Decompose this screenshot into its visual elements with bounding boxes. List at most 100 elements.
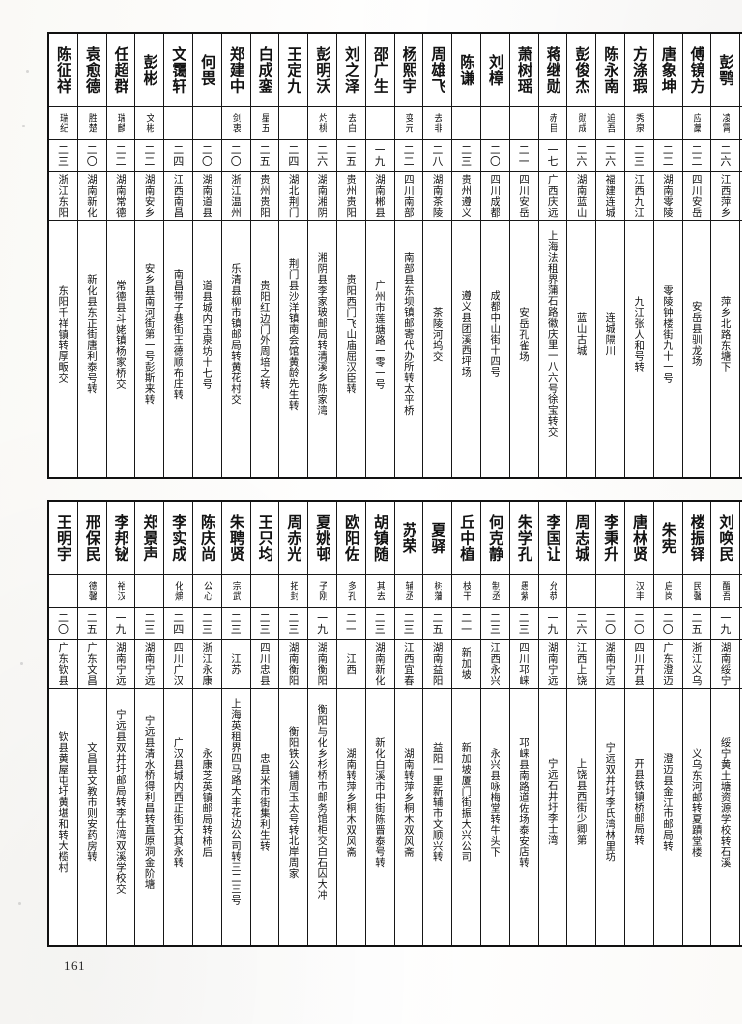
cell-age: 二二: [134, 139, 165, 172]
cell-alias: [134, 574, 165, 608]
cell-alias: 其去: [364, 574, 395, 608]
cell-address: 湘阴县李家玻邮局转清溪乡陈家湾: [307, 220, 337, 479]
cell-native_place: 广西庆远: [537, 171, 568, 221]
native_place-text: 湖北荆门: [287, 173, 299, 218]
cell-native_place: 湖南慈利: [739, 639, 742, 689]
cell-age: 二三: [134, 607, 165, 640]
cell-native_place: 湖南茶陵: [422, 171, 453, 221]
cell-native_place: 浙江温州: [220, 171, 251, 221]
address-text: 益阳一里新辅市文顺兴转: [431, 742, 443, 862]
name-text: 唐林贤: [630, 514, 647, 562]
cell-age: 二一: [451, 607, 481, 640]
cell-name: 夏驿: [422, 500, 453, 575]
cell-alias: [364, 106, 395, 140]
cell-address: 湖南转萍乡桐木双风斋: [335, 688, 366, 947]
cell-address: 开县铁镇桥邮局转: [623, 688, 654, 947]
name-text: 李实成: [170, 514, 186, 562]
name-text: 文霭轩: [170, 46, 186, 94]
cell-native_place: 福建连城: [595, 171, 625, 221]
cell-native_place: 广东文昌: [76, 639, 107, 689]
age-text: 二四: [172, 143, 184, 167]
cell-address: 遵义县团溪西坪场: [451, 220, 481, 479]
address-text: 湖南转萍乡桐木双风斋: [403, 747, 414, 857]
address-text: 湘阴县李家玻邮局转清溪乡陈家湾: [316, 252, 328, 416]
name-text: 周赤光: [285, 514, 302, 562]
cell-native_place: 湖南新化: [76, 171, 107, 221]
address-text: 遵义县团溪西坪场: [460, 290, 472, 378]
cell-native_place: 湖南新化: [364, 639, 395, 689]
cell-address: 黄陂北乡方家潭转: [739, 220, 742, 479]
age-text: 二二: [402, 143, 415, 167]
name-text: 何畏: [198, 54, 215, 86]
cell-native_place: 湖北黄陂: [739, 171, 742, 221]
alias-text: 公心: [202, 580, 212, 601]
name-text: 方涤瑕: [630, 46, 647, 94]
cell-alias: 胜楚: [76, 106, 107, 140]
native_place-text: 江西上饶: [575, 641, 587, 686]
name-text: 胡镇随: [371, 514, 388, 562]
cell-age: 二六: [595, 139, 625, 172]
address-text: 广州市莲塘路一零一号: [374, 279, 386, 389]
cell-native_place: 湖南衡阳: [307, 639, 337, 689]
cell-address: 南昌带子巷街王德顺布庄转: [163, 220, 193, 479]
address-text: 道县城内玉泉坊十七号: [201, 279, 213, 389]
name-text: 袁愈德: [83, 46, 100, 94]
cell-name: 李秉升: [595, 500, 625, 575]
cell-name: 陈谦: [451, 32, 481, 107]
cell-alias: 多孔: [335, 574, 366, 608]
cell-address: 荆门县沙洋镇南会馆黄龄先生转: [278, 220, 309, 479]
address-text: 宁远双井圩李氏湾林里坊: [604, 742, 616, 862]
age-text: 二二: [143, 143, 155, 167]
age-text: 二五: [345, 143, 357, 167]
address-text: 贵阳红边门外周培之转: [259, 279, 270, 389]
name-text: 欧阳佐: [342, 514, 359, 562]
alias-text: 辅丞: [403, 580, 414, 601]
age-text: 二四: [172, 611, 184, 635]
native_place-text: 湖南衡阳: [287, 641, 299, 686]
alias-text: 制丞: [490, 580, 500, 601]
address-text: 上海法租界蒲石路徽庆里一八六号徐宝转交: [547, 230, 558, 438]
cell-age: 一九: [537, 607, 568, 640]
cell-name: 文霭轩: [163, 32, 193, 107]
cell-alias: 勋成: [566, 106, 597, 140]
name-text: 陈谦: [458, 54, 474, 86]
age-text: 二〇: [662, 611, 674, 635]
cell-native_place: 四川成都: [479, 171, 510, 221]
cell-alias: 制丞: [479, 574, 510, 608]
cell-address: 衡阳铁公铺周玉太号转北岸周家: [278, 688, 309, 947]
age-text: 二三: [57, 143, 69, 167]
name-text: 王明宇: [55, 514, 71, 562]
age-text: 二三: [374, 611, 386, 635]
cell-address: 上海法租界蒲石路徽庆里一八六号徐宝转交: [537, 220, 568, 479]
alias-text: 醒吾: [720, 580, 731, 601]
cell-name: 周雄飞: [422, 32, 453, 107]
alias-text: 瑞纪: [58, 112, 68, 133]
cell-age: 一七: [537, 139, 568, 172]
cell-address: 成都中山街十四号: [479, 220, 510, 479]
cell-address: 益阳一里新辅市文顺兴转: [422, 688, 453, 947]
name-text: 傅镜方: [688, 46, 705, 94]
cell-address: 文昌县文教市则安药房转: [76, 688, 107, 947]
address-text: 义乌东河邮转夏蹟堂楼: [691, 747, 702, 857]
alias-text: 拓封: [288, 580, 299, 601]
native_place-text: 湖南安乡: [143, 173, 155, 218]
age-text: 一九: [114, 611, 127, 635]
cell-address: 贵阳红边门外周培之转: [249, 220, 280, 479]
name-text: 萧树瑶: [515, 46, 532, 94]
cell-name: 王明宇: [47, 500, 78, 575]
cell-name: 李实成: [163, 500, 193, 575]
age-text: 二八: [431, 143, 443, 167]
name-text: 陈庆尚: [198, 514, 215, 562]
cell-alias: 醒吾: [710, 574, 741, 608]
cell-address: 邛崃县南路道佐场泰安店转: [508, 688, 539, 947]
cell-address: 义乌东河邮转夏蹟堂楼: [681, 688, 712, 947]
native_place-text: 湖南宁远: [604, 641, 616, 686]
native_place-text: 湖南新化: [86, 173, 98, 218]
cell-age: 二六: [307, 139, 337, 172]
address-text: 衡阳与化乡杉桥市邮务馆柜交白石囚大冲: [316, 703, 328, 901]
cell-alias: 星五: [249, 106, 280, 140]
alias-text: 剑衷: [230, 112, 241, 133]
cell-address: 广汉县城内西正街天其永转: [163, 688, 193, 947]
name-text: 郑景声: [141, 514, 158, 562]
name-text: 杨熙宇: [400, 46, 417, 94]
